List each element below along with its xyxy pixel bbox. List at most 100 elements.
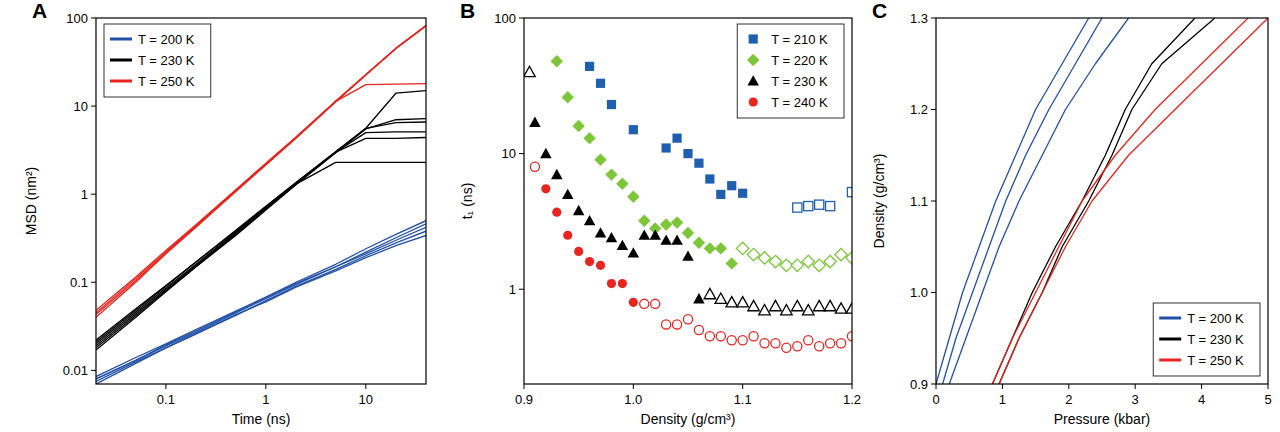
point bbox=[606, 232, 618, 242]
point bbox=[836, 339, 845, 348]
x-tick bbox=[365, 384, 366, 389]
point bbox=[846, 252, 852, 264]
point bbox=[694, 159, 703, 168]
point bbox=[551, 169, 563, 179]
legend-label: T = 250 K bbox=[1187, 353, 1244, 368]
y-axis-label: t₁ (ns) bbox=[459, 183, 475, 220]
point bbox=[804, 336, 813, 345]
y-tick bbox=[931, 384, 936, 385]
y-tick bbox=[91, 106, 96, 107]
point bbox=[694, 325, 703, 334]
point bbox=[682, 227, 694, 239]
x-tick bbox=[1201, 384, 1202, 389]
legend-marker bbox=[749, 97, 758, 106]
point bbox=[651, 299, 660, 308]
x-tick bbox=[1068, 384, 1069, 389]
point bbox=[738, 189, 747, 198]
x-tick bbox=[165, 384, 166, 389]
point bbox=[826, 202, 835, 211]
point bbox=[682, 251, 694, 261]
point bbox=[835, 303, 847, 313]
plot-frame bbox=[96, 18, 426, 384]
point bbox=[605, 168, 617, 180]
legend: T = 210 KT = 220 KT = 230 KT = 240 K bbox=[737, 24, 844, 118]
point bbox=[747, 248, 759, 260]
point bbox=[727, 336, 736, 345]
point bbox=[584, 215, 596, 225]
point bbox=[629, 298, 638, 307]
point bbox=[826, 339, 835, 348]
plot-data bbox=[96, 26, 426, 384]
legend-marker bbox=[749, 34, 758, 43]
y-axis-label: MSD (nm²) bbox=[23, 167, 39, 235]
x-tick-label: 1.0 bbox=[624, 392, 642, 407]
x-tick bbox=[265, 384, 266, 389]
point bbox=[628, 247, 640, 257]
series-line bbox=[96, 162, 426, 344]
point bbox=[716, 190, 725, 199]
point bbox=[671, 216, 683, 228]
figure: A0.11100.010.1110100Time (ns)MSD (nm²)T … bbox=[0, 0, 1280, 432]
point bbox=[738, 336, 747, 345]
point bbox=[771, 339, 780, 348]
point bbox=[793, 342, 802, 351]
panel-letter: C bbox=[872, 0, 887, 22]
point bbox=[846, 303, 852, 313]
x-tick-label: 2 bbox=[1065, 392, 1072, 407]
panel: B0.91.01.11.2110100Density (g/cm³)t₁ (ns… bbox=[459, 0, 862, 427]
point bbox=[847, 188, 852, 197]
series-line bbox=[949, 18, 1128, 384]
point bbox=[572, 120, 584, 132]
plot-frame bbox=[936, 18, 1268, 384]
point bbox=[616, 177, 628, 189]
point bbox=[524, 66, 535, 76]
point bbox=[574, 247, 583, 256]
point bbox=[562, 189, 574, 199]
legend-line bbox=[1159, 317, 1181, 320]
point bbox=[693, 237, 705, 249]
point bbox=[649, 230, 661, 240]
plot-data bbox=[524, 55, 852, 352]
y-tick-label: 100 bbox=[494, 11, 516, 26]
point bbox=[769, 255, 781, 267]
point bbox=[759, 304, 771, 314]
point bbox=[781, 304, 793, 314]
legend-label: T = 250 K bbox=[138, 74, 195, 89]
point bbox=[640, 299, 649, 308]
legend-marker bbox=[747, 75, 759, 85]
point bbox=[716, 332, 725, 341]
x-axis-label: Pressure (kbar) bbox=[1054, 411, 1150, 427]
point bbox=[585, 257, 594, 266]
point bbox=[847, 332, 852, 341]
point bbox=[791, 259, 803, 271]
y-tick-label: 0.1 bbox=[70, 275, 88, 290]
point bbox=[660, 234, 672, 244]
point bbox=[627, 191, 639, 203]
point bbox=[562, 91, 574, 103]
point bbox=[813, 259, 825, 271]
legend-line bbox=[1159, 338, 1181, 341]
point bbox=[594, 154, 606, 166]
series-line bbox=[96, 132, 426, 346]
point bbox=[683, 315, 692, 324]
point bbox=[573, 205, 585, 215]
y-tick-label: 100 bbox=[66, 11, 88, 26]
point bbox=[704, 288, 716, 298]
point bbox=[595, 227, 607, 237]
point bbox=[529, 117, 541, 127]
legend-label: T = 240 K bbox=[771, 95, 828, 110]
y-tick-label: 1.3 bbox=[910, 11, 928, 26]
y-tick-label: 1.1 bbox=[910, 194, 928, 209]
legend-label: T = 230 K bbox=[771, 74, 828, 89]
plot-frame bbox=[524, 18, 852, 384]
point bbox=[705, 332, 714, 341]
point bbox=[607, 100, 616, 109]
legend-line bbox=[1159, 359, 1181, 362]
legend-label: T = 230 K bbox=[1187, 332, 1244, 347]
panel-letter: B bbox=[460, 0, 475, 22]
y-tick bbox=[931, 292, 936, 293]
y-tick bbox=[519, 18, 524, 19]
point bbox=[607, 279, 616, 288]
y-tick bbox=[91, 282, 96, 283]
point bbox=[683, 149, 692, 158]
